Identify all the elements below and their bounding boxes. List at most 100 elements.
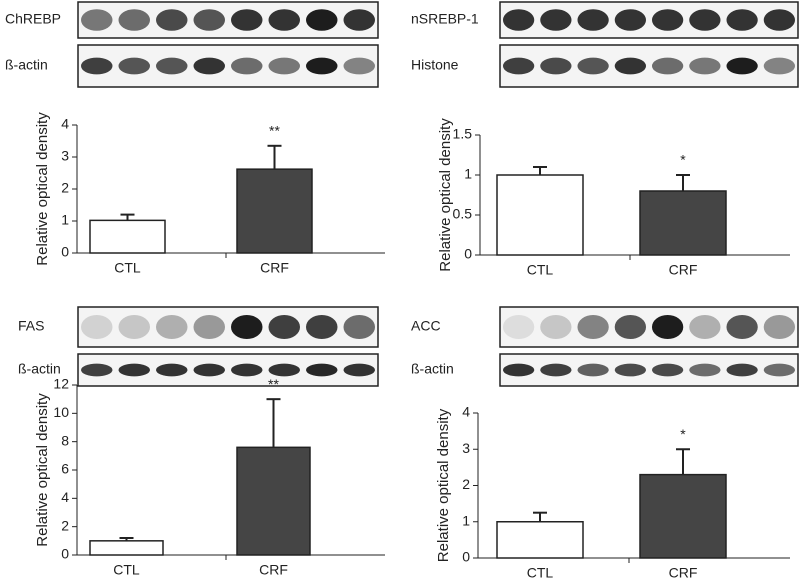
blot-band	[651, 315, 684, 339]
blot-band	[651, 57, 684, 75]
bar	[496, 521, 584, 559]
blot-band	[231, 57, 263, 75]
y-tick-label: 4	[61, 489, 69, 505]
blot-band	[306, 363, 338, 377]
blot-band	[118, 57, 150, 75]
blot-band	[193, 315, 225, 339]
y-tick-label: 6	[61, 461, 69, 477]
x-tick-label: CTL	[113, 562, 140, 578]
blot-band	[502, 315, 535, 339]
blot-band	[689, 57, 721, 75]
blot-band	[726, 57, 758, 75]
x-tick-label: CTL	[527, 262, 554, 278]
blot-band	[726, 363, 758, 377]
y-tick-label: 0	[61, 244, 69, 260]
blot-label: Histone	[411, 57, 459, 73]
y-tick-label: 12	[53, 376, 69, 392]
blot-band	[614, 57, 647, 75]
y-tick-label: 1	[61, 212, 69, 228]
y-tick-label: 2	[462, 476, 470, 492]
blot-band	[156, 57, 188, 75]
y-tick-label: 10	[53, 404, 69, 420]
y-tick-label: 1	[464, 166, 472, 182]
blot-band	[231, 363, 263, 377]
bar	[236, 446, 311, 556]
y-tick-label: 0	[61, 546, 69, 562]
blot-band	[306, 9, 338, 31]
blot-band	[614, 9, 647, 31]
blot-band	[540, 57, 572, 75]
blot-band	[763, 363, 796, 377]
y-tick-label: 1.5	[453, 126, 473, 142]
y-tick-label: 4	[61, 116, 69, 132]
blot-band	[81, 315, 113, 339]
x-tick-label: CRF	[260, 260, 289, 276]
blot-band	[540, 315, 572, 339]
blot-band	[156, 9, 188, 31]
x-tick-label: CRF	[669, 262, 698, 278]
bar	[89, 540, 164, 556]
bar	[236, 168, 313, 254]
blot-band	[81, 9, 113, 31]
significance: **	[268, 376, 279, 392]
blot-band	[343, 57, 375, 75]
blot-band	[118, 9, 150, 31]
y-tick-label: 0.5	[453, 206, 473, 222]
blot-label: ß-actin	[411, 361, 454, 377]
blot-band	[577, 9, 609, 31]
y-axis-label: Relative optical density	[437, 118, 454, 272]
blot-band	[268, 315, 300, 339]
blot-band	[231, 315, 263, 339]
blot-band	[502, 9, 535, 31]
bar	[639, 190, 727, 256]
blot-band	[502, 57, 535, 75]
blot-band	[193, 57, 225, 75]
x-tick-label: CRF	[259, 562, 288, 578]
y-tick-label: 8	[61, 432, 69, 448]
blot-band	[540, 9, 572, 31]
significance: *	[680, 152, 686, 168]
y-tick-label: 0	[464, 246, 472, 262]
blot-band	[268, 9, 300, 31]
y-tick-label: 3	[61, 148, 69, 164]
blot-band	[118, 363, 150, 377]
blot-label: FAS	[18, 318, 44, 334]
blot-label: ß-actin	[5, 57, 48, 73]
blot-band	[577, 315, 609, 339]
significance: **	[269, 123, 280, 139]
blot-label: ACC	[411, 318, 441, 334]
blot-band	[763, 315, 796, 339]
blot-band	[540, 363, 572, 377]
bar	[639, 473, 727, 559]
blot-band	[306, 315, 338, 339]
blot-band	[193, 363, 225, 377]
blot-label: nSREBP-1	[411, 11, 479, 27]
blot-band	[763, 57, 796, 75]
blot-band	[689, 9, 721, 31]
blot-band	[193, 9, 225, 31]
blot-band	[763, 9, 796, 31]
blot-band	[726, 315, 758, 339]
blot-band	[81, 363, 113, 377]
blot-band	[81, 57, 113, 75]
blot-band	[306, 57, 338, 75]
y-tick-label: 2	[61, 180, 69, 196]
blot-band	[651, 363, 684, 377]
blot-label: ChREBP	[5, 11, 61, 27]
y-axis-label: Relative optical density	[34, 393, 51, 547]
blot-band	[118, 315, 150, 339]
significance: *	[680, 426, 686, 442]
blot-band	[268, 57, 300, 75]
blot-band	[689, 363, 721, 377]
blot-band	[156, 315, 188, 339]
blot-band	[502, 363, 535, 377]
y-tick-label: 3	[462, 440, 470, 456]
blot-label: ß-actin	[18, 361, 61, 377]
blot-band	[689, 315, 721, 339]
blot-band	[614, 315, 647, 339]
y-axis-label: Relative optical density	[34, 112, 51, 266]
x-tick-label: CRF	[669, 565, 698, 581]
bar	[496, 174, 584, 256]
blot-band	[343, 363, 375, 377]
